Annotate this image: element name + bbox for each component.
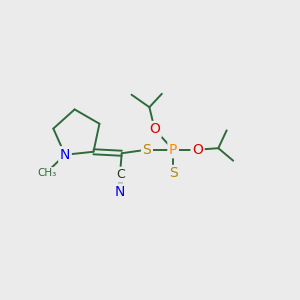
Text: CH₃: CH₃ [37, 168, 56, 178]
Text: S: S [142, 143, 152, 157]
Text: C: C [116, 168, 124, 181]
Text: O: O [149, 122, 160, 136]
Text: O: O [192, 143, 203, 157]
Text: N: N [115, 185, 125, 199]
Text: S: S [169, 167, 178, 181]
Text: P: P [169, 143, 177, 157]
Text: N: N [60, 148, 70, 162]
